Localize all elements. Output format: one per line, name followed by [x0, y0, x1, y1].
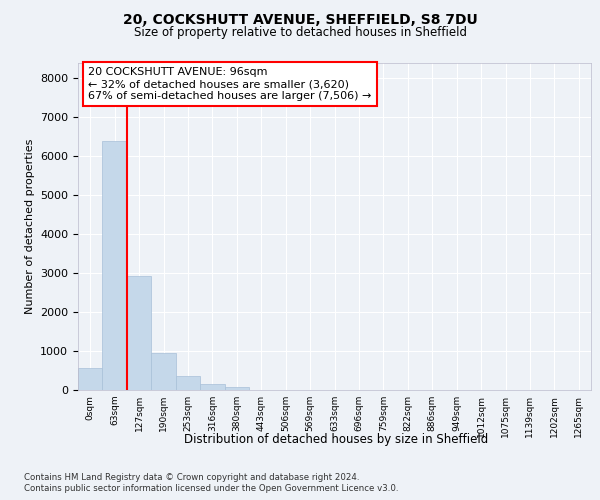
Text: Distribution of detached houses by size in Sheffield: Distribution of detached houses by size … [184, 432, 488, 446]
Text: 20 COCKSHUTT AVENUE: 96sqm
← 32% of detached houses are smaller (3,620)
67% of s: 20 COCKSHUTT AVENUE: 96sqm ← 32% of deta… [88, 68, 371, 100]
Bar [224, 387, 249, 390]
Bar [103, 142, 127, 390]
Bar [151, 352, 176, 390]
Bar [176, 376, 200, 390]
Bar [78, 368, 103, 390]
Text: Contains HM Land Registry data © Crown copyright and database right 2024.: Contains HM Land Registry data © Crown c… [24, 472, 359, 482]
Text: 20, COCKSHUTT AVENUE, SHEFFIELD, S8 7DU: 20, COCKSHUTT AVENUE, SHEFFIELD, S8 7DU [122, 12, 478, 26]
Y-axis label: Number of detached properties: Number of detached properties [25, 138, 35, 314]
Bar [200, 384, 224, 390]
Text: Contains public sector information licensed under the Open Government Licence v3: Contains public sector information licen… [24, 484, 398, 493]
Bar [127, 276, 151, 390]
Text: Size of property relative to detached houses in Sheffield: Size of property relative to detached ho… [133, 26, 467, 39]
